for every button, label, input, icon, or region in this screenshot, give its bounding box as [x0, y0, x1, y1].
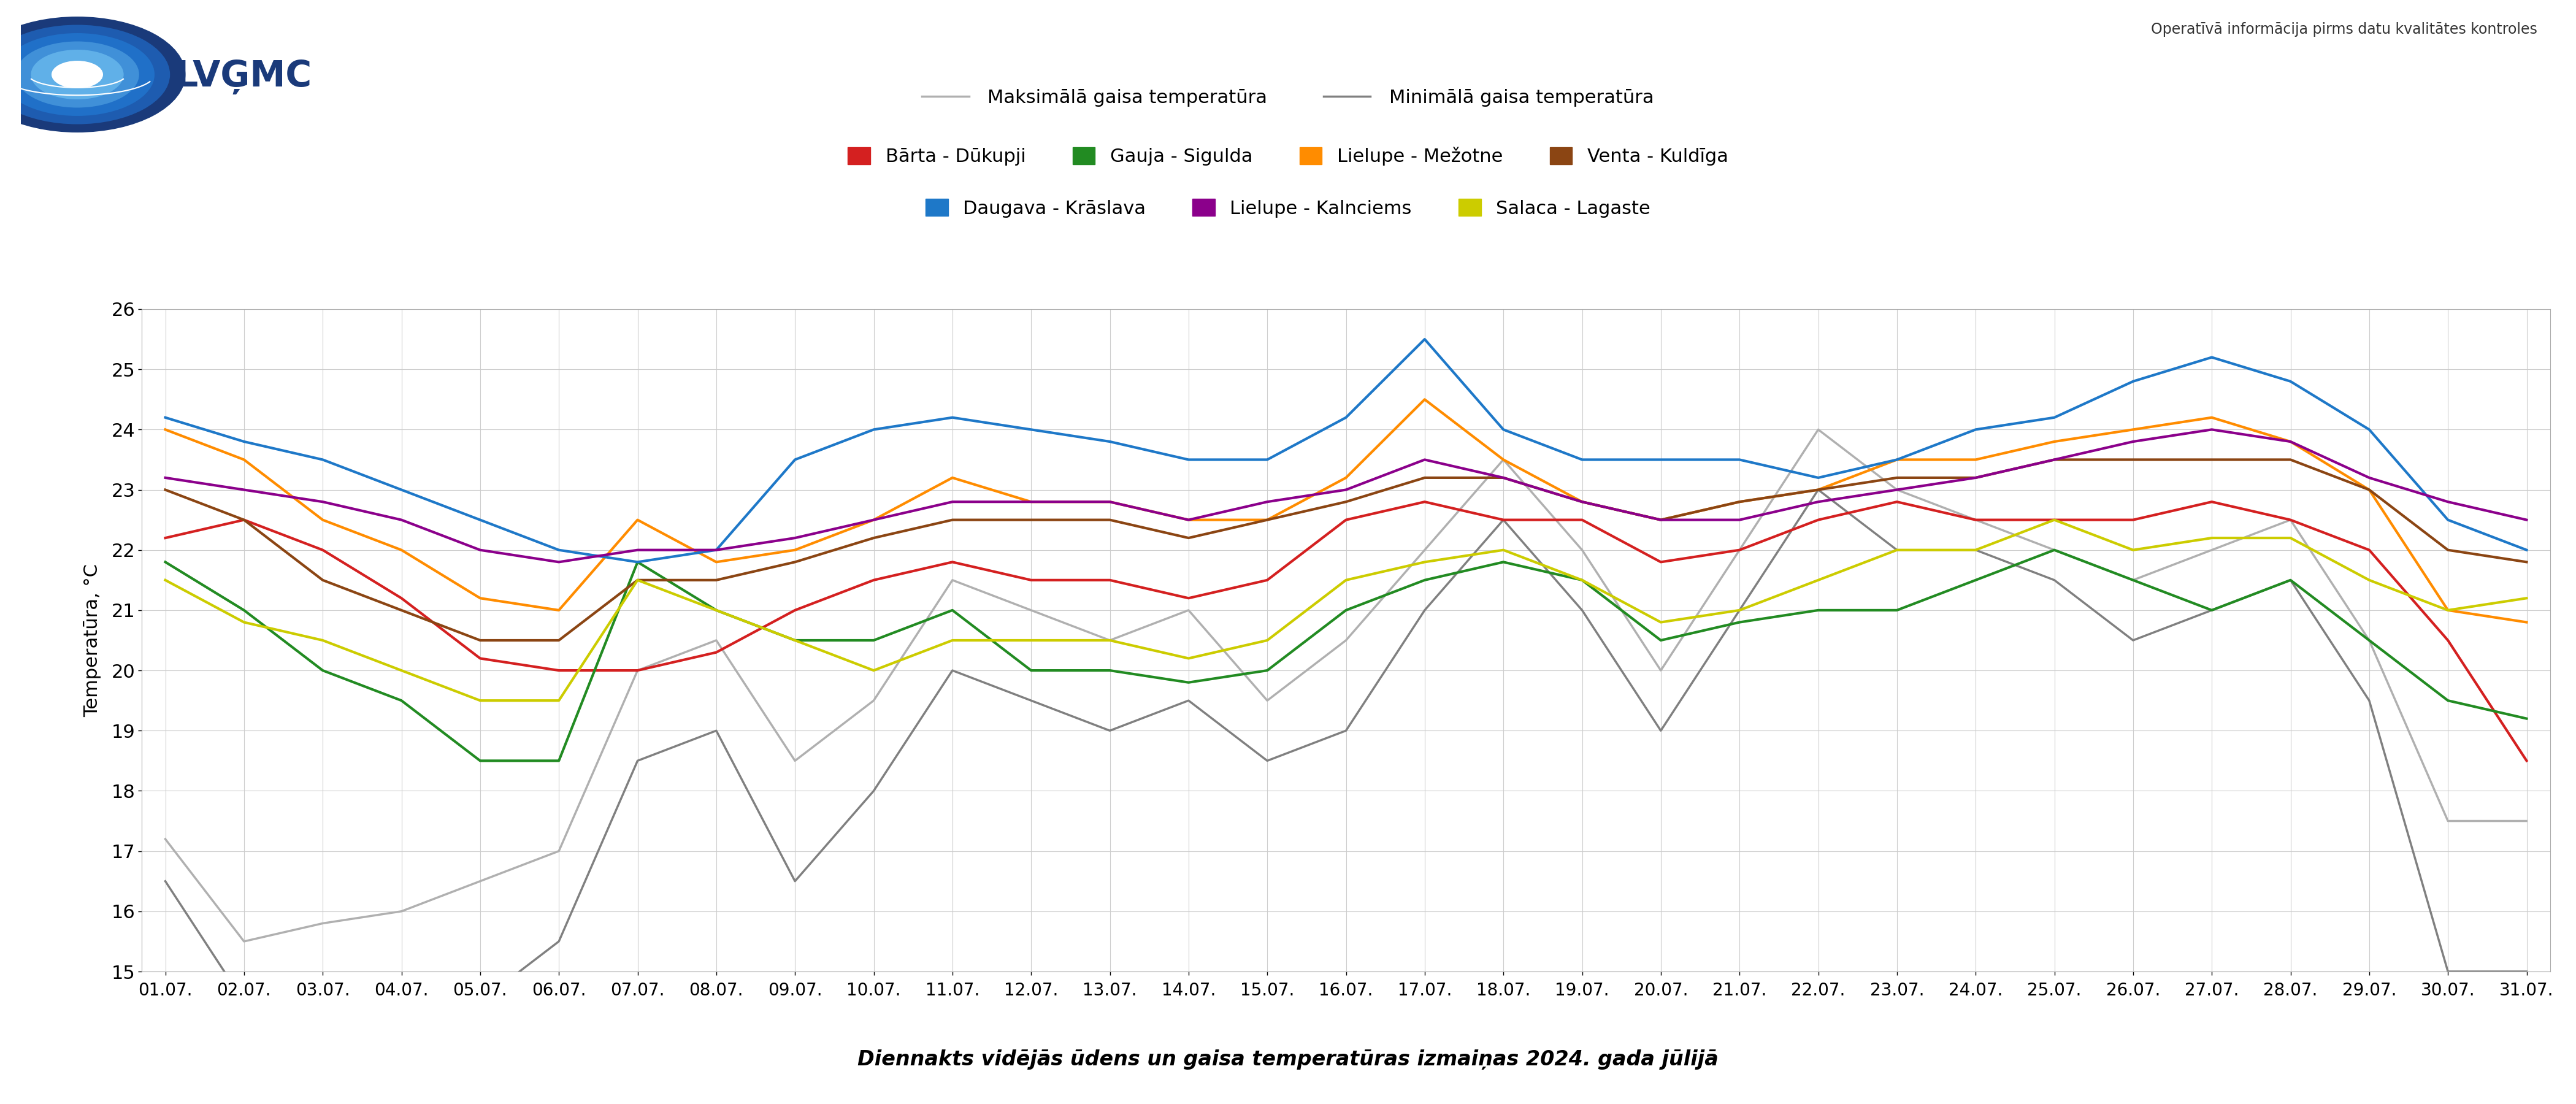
Circle shape [0, 17, 185, 132]
Circle shape [15, 41, 139, 108]
Legend: Maksimālā gaisa temperatūra, Minimālā gaisa temperatūra: Maksimālā gaisa temperatūra, Minimālā ga… [914, 81, 1662, 114]
Circle shape [0, 33, 155, 116]
Legend: Daugava - Krāslava, Lielupe - Kalnciems, Salaca - Lagaste: Daugava - Krāslava, Lielupe - Kalnciems,… [917, 191, 1659, 225]
Circle shape [31, 50, 124, 99]
Legend: Bārta - Dūkupji, Gauja - Sigulda, Lielupe - Mežotne, Venta - Kuldīga: Bārta - Dūkupji, Gauja - Sigulda, Lielup… [840, 139, 1736, 173]
Text: LVĢMC: LVĢMC [175, 60, 312, 95]
Y-axis label: Temperatūra, °C: Temperatūra, °C [82, 564, 100, 716]
Circle shape [0, 24, 170, 125]
Circle shape [52, 61, 103, 88]
Text: Diennakts vidējās ūdens un gaisa temperatūras izmaiņas 2024. gada jūlijā: Diennakts vidējās ūdens un gaisa tempera… [858, 1050, 1718, 1070]
Text: Operatīvā informācija pirms datu kvalitātes kontroles: Operatīvā informācija pirms datu kvalitā… [2151, 22, 2537, 36]
